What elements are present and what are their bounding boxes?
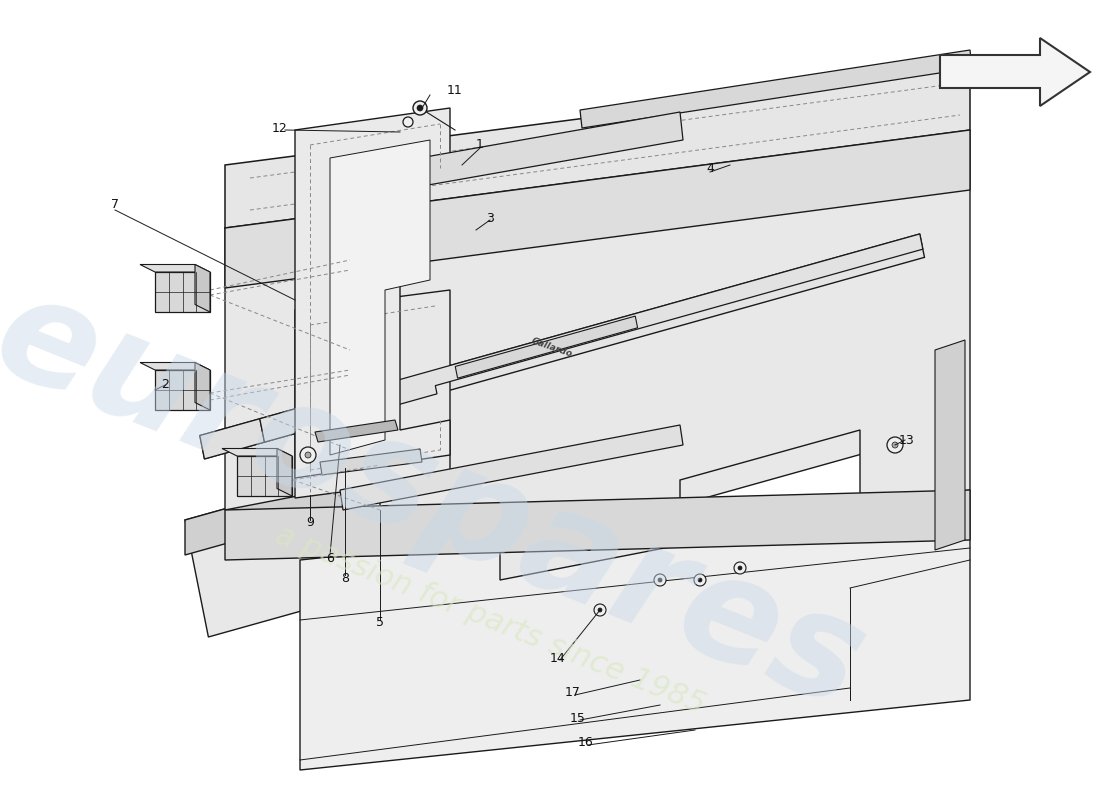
Polygon shape bbox=[236, 456, 292, 496]
Polygon shape bbox=[379, 112, 683, 193]
Text: 11: 11 bbox=[447, 83, 463, 97]
Polygon shape bbox=[226, 490, 970, 560]
Text: a passion for parts since 1985: a passion for parts since 1985 bbox=[271, 520, 710, 720]
Circle shape bbox=[403, 117, 412, 127]
Polygon shape bbox=[222, 449, 292, 456]
Text: 2: 2 bbox=[161, 378, 169, 391]
Polygon shape bbox=[140, 265, 210, 272]
Circle shape bbox=[598, 608, 602, 612]
Polygon shape bbox=[320, 449, 422, 475]
Text: 5: 5 bbox=[376, 615, 384, 629]
Circle shape bbox=[738, 566, 742, 570]
Polygon shape bbox=[940, 38, 1090, 106]
Polygon shape bbox=[580, 50, 972, 128]
Polygon shape bbox=[295, 290, 450, 498]
Circle shape bbox=[887, 437, 903, 453]
Circle shape bbox=[412, 101, 427, 115]
Polygon shape bbox=[260, 234, 923, 442]
Text: 8: 8 bbox=[341, 571, 349, 585]
Text: 15: 15 bbox=[570, 711, 586, 725]
Polygon shape bbox=[185, 310, 935, 555]
Circle shape bbox=[305, 452, 311, 458]
Text: 17: 17 bbox=[565, 686, 581, 698]
Text: 12: 12 bbox=[272, 122, 288, 134]
Polygon shape bbox=[155, 370, 210, 410]
Polygon shape bbox=[330, 140, 430, 455]
Text: Gallardo: Gallardo bbox=[529, 336, 573, 358]
Text: 6: 6 bbox=[326, 551, 334, 565]
Circle shape bbox=[892, 442, 898, 448]
Text: 3: 3 bbox=[486, 211, 494, 225]
Polygon shape bbox=[300, 490, 970, 770]
Polygon shape bbox=[185, 310, 958, 637]
Circle shape bbox=[417, 105, 424, 111]
Text: 9: 9 bbox=[306, 517, 313, 530]
Text: 7: 7 bbox=[111, 198, 119, 211]
Circle shape bbox=[734, 562, 746, 574]
Text: 13: 13 bbox=[899, 434, 915, 446]
Polygon shape bbox=[935, 340, 965, 550]
Text: 16: 16 bbox=[579, 737, 594, 750]
Circle shape bbox=[594, 604, 606, 616]
Text: 1: 1 bbox=[476, 138, 484, 151]
Text: eurospares: eurospares bbox=[0, 262, 884, 738]
Polygon shape bbox=[226, 130, 970, 580]
Polygon shape bbox=[226, 68, 970, 228]
Polygon shape bbox=[340, 425, 683, 510]
Circle shape bbox=[654, 574, 666, 586]
Polygon shape bbox=[315, 420, 398, 442]
Circle shape bbox=[658, 578, 662, 582]
Polygon shape bbox=[140, 362, 210, 370]
Circle shape bbox=[694, 574, 706, 586]
Polygon shape bbox=[200, 234, 924, 459]
Text: 4: 4 bbox=[706, 162, 714, 174]
Polygon shape bbox=[195, 362, 210, 410]
Polygon shape bbox=[295, 108, 450, 478]
Polygon shape bbox=[155, 272, 210, 312]
Polygon shape bbox=[935, 310, 958, 462]
Polygon shape bbox=[455, 316, 638, 378]
Polygon shape bbox=[277, 449, 292, 496]
Polygon shape bbox=[200, 418, 264, 459]
Polygon shape bbox=[195, 265, 210, 312]
Circle shape bbox=[698, 578, 702, 582]
Circle shape bbox=[300, 447, 316, 463]
Text: 14: 14 bbox=[550, 651, 565, 665]
Polygon shape bbox=[226, 130, 970, 288]
